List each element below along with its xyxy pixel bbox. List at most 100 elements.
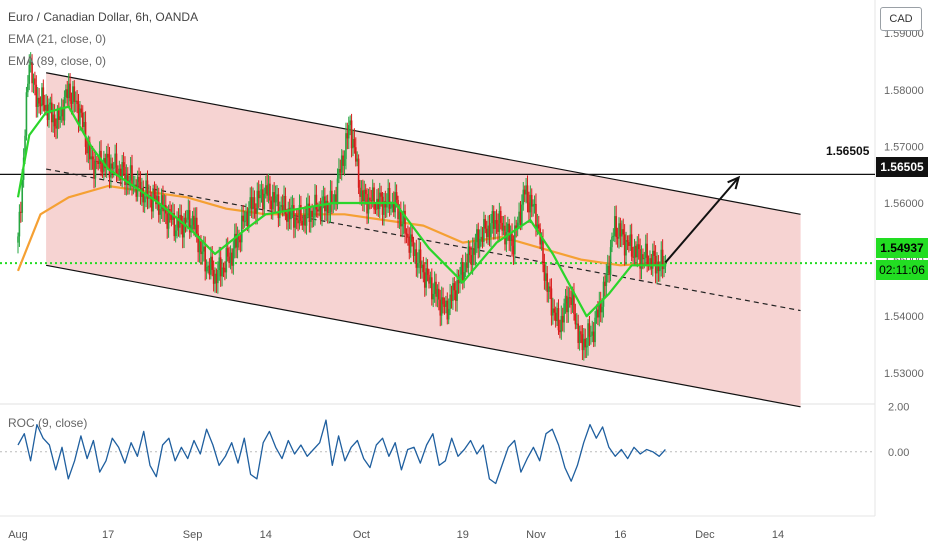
candle-body [628, 242, 630, 246]
candle-body [545, 273, 547, 281]
candle-body [156, 196, 159, 205]
candle-body [502, 225, 505, 231]
candle-body [653, 250, 655, 256]
candle-body [371, 187, 374, 202]
candle-body [574, 314, 577, 325]
candle-body [322, 196, 325, 201]
price-axis-tick: 1.59000 [884, 28, 924, 40]
candle-body [90, 156, 92, 160]
candle-body [519, 211, 522, 226]
candle-body [218, 257, 221, 270]
indicator-ema-slow-label[interactable]: EMA (89, close, 0) [8, 54, 107, 68]
candle-body [77, 104, 80, 125]
candle-body [542, 238, 544, 265]
candle-body [621, 229, 623, 237]
candle-body [566, 295, 568, 313]
candle-body [309, 210, 312, 222]
candle-body [62, 109, 64, 121]
candle-body [467, 246, 470, 268]
candle-body [346, 133, 349, 139]
candle-body [70, 101, 73, 104]
candle-body [246, 211, 249, 227]
candle-body [491, 211, 494, 224]
candle-body [381, 196, 384, 215]
candle-body [311, 210, 313, 218]
candle-body [404, 210, 406, 234]
candle-body [259, 194, 261, 199]
candle-body [456, 279, 458, 301]
candle-body [435, 281, 437, 297]
candle-body [252, 197, 254, 210]
candle-body [633, 245, 636, 258]
candle-body [74, 100, 77, 102]
time-axis-tick: Nov [526, 529, 546, 541]
candle-body [595, 309, 598, 318]
candle-body [397, 199, 399, 220]
candle-body [400, 211, 402, 227]
candle-body [162, 195, 164, 212]
candle-body [533, 203, 536, 205]
candle-body [287, 208, 290, 222]
currency-badge[interactable]: CAD [880, 7, 922, 31]
candle-body [239, 239, 242, 243]
candle-body [104, 158, 107, 169]
candle-body [256, 190, 259, 214]
candle-body [613, 216, 616, 236]
candle-body [87, 141, 90, 154]
candle-body [554, 312, 557, 322]
candle-body [155, 194, 157, 205]
candle-body [409, 234, 412, 253]
price-axis-tick: 1.54000 [884, 311, 924, 323]
candle-body [166, 213, 168, 229]
candle-body [490, 223, 492, 238]
candle-body [507, 223, 509, 232]
candle-body [474, 242, 477, 255]
candle-body [563, 303, 565, 323]
candle-body [523, 189, 526, 195]
indicator-ema-fast-label[interactable]: EMA (21, close, 0) [8, 32, 107, 46]
candle-body [364, 189, 367, 194]
candle-body [27, 83, 29, 93]
candle-body [153, 190, 156, 195]
candle-body [112, 167, 115, 169]
candle-body [235, 233, 237, 248]
candle-body [393, 202, 395, 213]
candle-body [280, 205, 283, 207]
candle-body [401, 223, 404, 227]
candle-body [635, 245, 637, 258]
candle-body [83, 121, 85, 127]
candle-body [281, 205, 284, 212]
candle-body [395, 192, 398, 200]
candle-body [96, 160, 98, 162]
candle-body [487, 225, 489, 238]
candle-body [445, 300, 447, 307]
channel-midline [46, 168, 801, 312]
candle-body [67, 83, 70, 99]
candle-body [412, 241, 415, 256]
candle-body [478, 238, 481, 249]
candle-body [601, 306, 603, 313]
candle-body [516, 222, 519, 229]
candle-body [108, 157, 111, 178]
indicator-roc-label[interactable]: ROC (9, close) [8, 416, 88, 430]
candle-body [640, 254, 643, 269]
candle-body [659, 266, 661, 272]
candle-body [632, 256, 634, 258]
candle-body [245, 211, 247, 222]
candle-body [380, 192, 382, 197]
candle-body [263, 193, 266, 210]
candle-body [210, 256, 212, 275]
candle-body [284, 196, 287, 214]
candle-body [283, 196, 285, 212]
time-axis-tick: 14 [260, 529, 272, 541]
candle-body [466, 263, 468, 268]
candle-body [557, 308, 560, 331]
candle-body [305, 208, 308, 226]
candle-body [135, 184, 138, 197]
candle-body [570, 297, 572, 305]
candle-body [118, 168, 121, 177]
candle-body [363, 189, 366, 202]
target-annotation: 1.56505 [826, 144, 870, 158]
candle-body [536, 224, 539, 229]
